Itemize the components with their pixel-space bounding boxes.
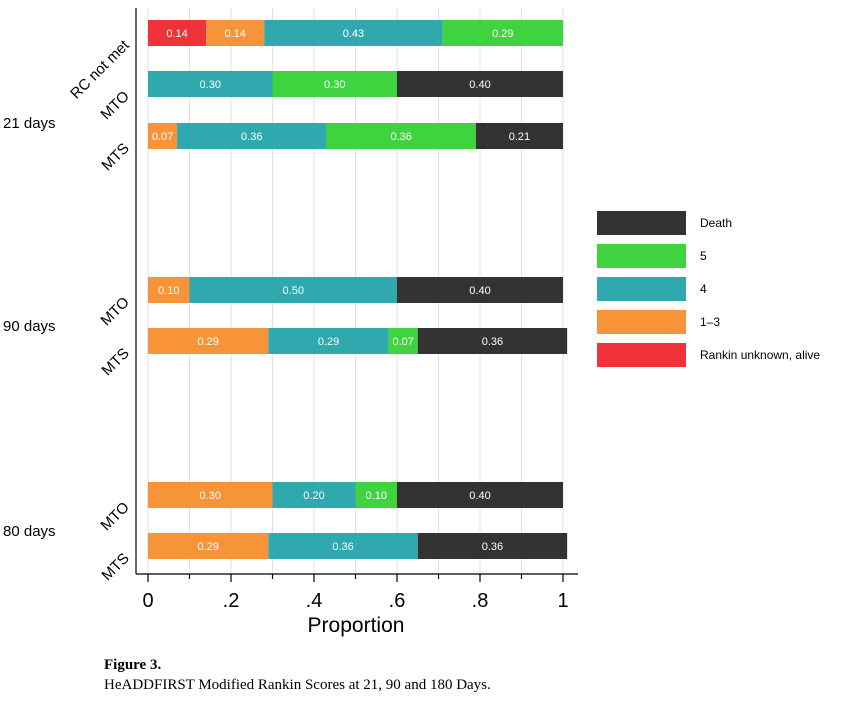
legend-swatch [597, 343, 686, 367]
group-label: 21 days [3, 115, 56, 132]
segment-label: 0.10 [158, 285, 179, 297]
segment-label: 0.29 [318, 336, 339, 348]
bar-segment [397, 277, 563, 303]
bar-segment [397, 482, 563, 508]
x-tick-label: .2 [223, 590, 240, 612]
segment-label: 0.50 [283, 285, 304, 297]
segment-label: 0.14 [166, 28, 187, 40]
segment-label: 0.40 [469, 285, 490, 297]
bar-segment [189, 277, 397, 303]
x-tick-label: .8 [472, 590, 489, 612]
bar-segment [355, 482, 397, 508]
bar-segment [148, 482, 273, 508]
bar-segment [148, 533, 269, 559]
segment-label: 0.36 [332, 541, 353, 553]
legend-swatch [597, 310, 686, 334]
segment-label: 0.21 [509, 131, 530, 143]
bar-label: MTO [97, 88, 132, 123]
segment-label: 0.29 [197, 541, 218, 553]
segment-label: 0.20 [303, 490, 324, 502]
bar-segment [475, 123, 563, 149]
segment-label: 0.36 [241, 131, 262, 143]
bar-segment [206, 20, 265, 46]
legend-swatch [597, 277, 686, 301]
figure-caption: HeADDFIRST Modified Rankin Scores at 21,… [104, 677, 491, 693]
bar-label: MTS [98, 550, 132, 584]
bar-segment [148, 71, 273, 97]
legend-label: Rankin unknown, alive [700, 348, 820, 362]
bar-segment [326, 123, 476, 149]
legend-label: 4 [700, 282, 707, 296]
x-tick-label: 0 [142, 590, 153, 612]
segment-label: 0.14 [224, 28, 245, 40]
bar-segment [148, 20, 207, 46]
x-tick-label: .4 [306, 590, 323, 612]
bar-segment [148, 277, 190, 303]
bar-segment [417, 533, 568, 559]
bar-segment [177, 123, 327, 149]
bar-label: MTS [98, 140, 132, 174]
bar-segment [148, 123, 178, 149]
group-label: 90 days [3, 318, 56, 335]
segment-label: 0.43 [343, 28, 364, 40]
segment-label: 0.30 [200, 79, 221, 91]
x-tick-label: .6 [389, 590, 406, 612]
group-label: 80 days [3, 523, 56, 540]
segment-label: 0.36 [482, 541, 503, 553]
segment-label: 0.10 [366, 490, 387, 502]
segment-label: 0.30 [200, 490, 221, 502]
segment-label: 0.40 [469, 79, 490, 91]
bar-segment [272, 71, 397, 97]
bar-segment [272, 482, 356, 508]
bar-label: MTO [97, 294, 132, 329]
bar-segment [148, 328, 269, 354]
legend-label: 1–3 [700, 315, 720, 329]
segment-label: 0.40 [469, 490, 490, 502]
segment-label: 0.36 [482, 336, 503, 348]
figure-label: Figure 3. [104, 657, 162, 673]
legend-label: 5 [700, 249, 707, 263]
segment-label: 0.07 [152, 131, 173, 143]
bar-segment [442, 20, 563, 46]
segment-label: 0.30 [324, 79, 345, 91]
bar-segment [264, 20, 443, 46]
legend-label: Death [700, 216, 732, 230]
bar-label: MTS [98, 345, 132, 379]
segment-label: 0.29 [197, 336, 218, 348]
bar-segment [397, 71, 563, 97]
bar-segment [268, 533, 418, 559]
segment-label: 0.29 [492, 28, 513, 40]
x-axis-label: Proportion [308, 614, 405, 637]
legend-swatch [597, 211, 686, 235]
legend-swatch [597, 244, 686, 268]
segment-label: 0.36 [390, 131, 411, 143]
bar-segment [417, 328, 568, 354]
x-tick-label: 1 [557, 590, 568, 612]
bar-segment [388, 328, 418, 354]
segment-label: 0.07 [393, 336, 414, 348]
bar-label: MTO [97, 499, 132, 534]
bar-segment [268, 328, 389, 354]
